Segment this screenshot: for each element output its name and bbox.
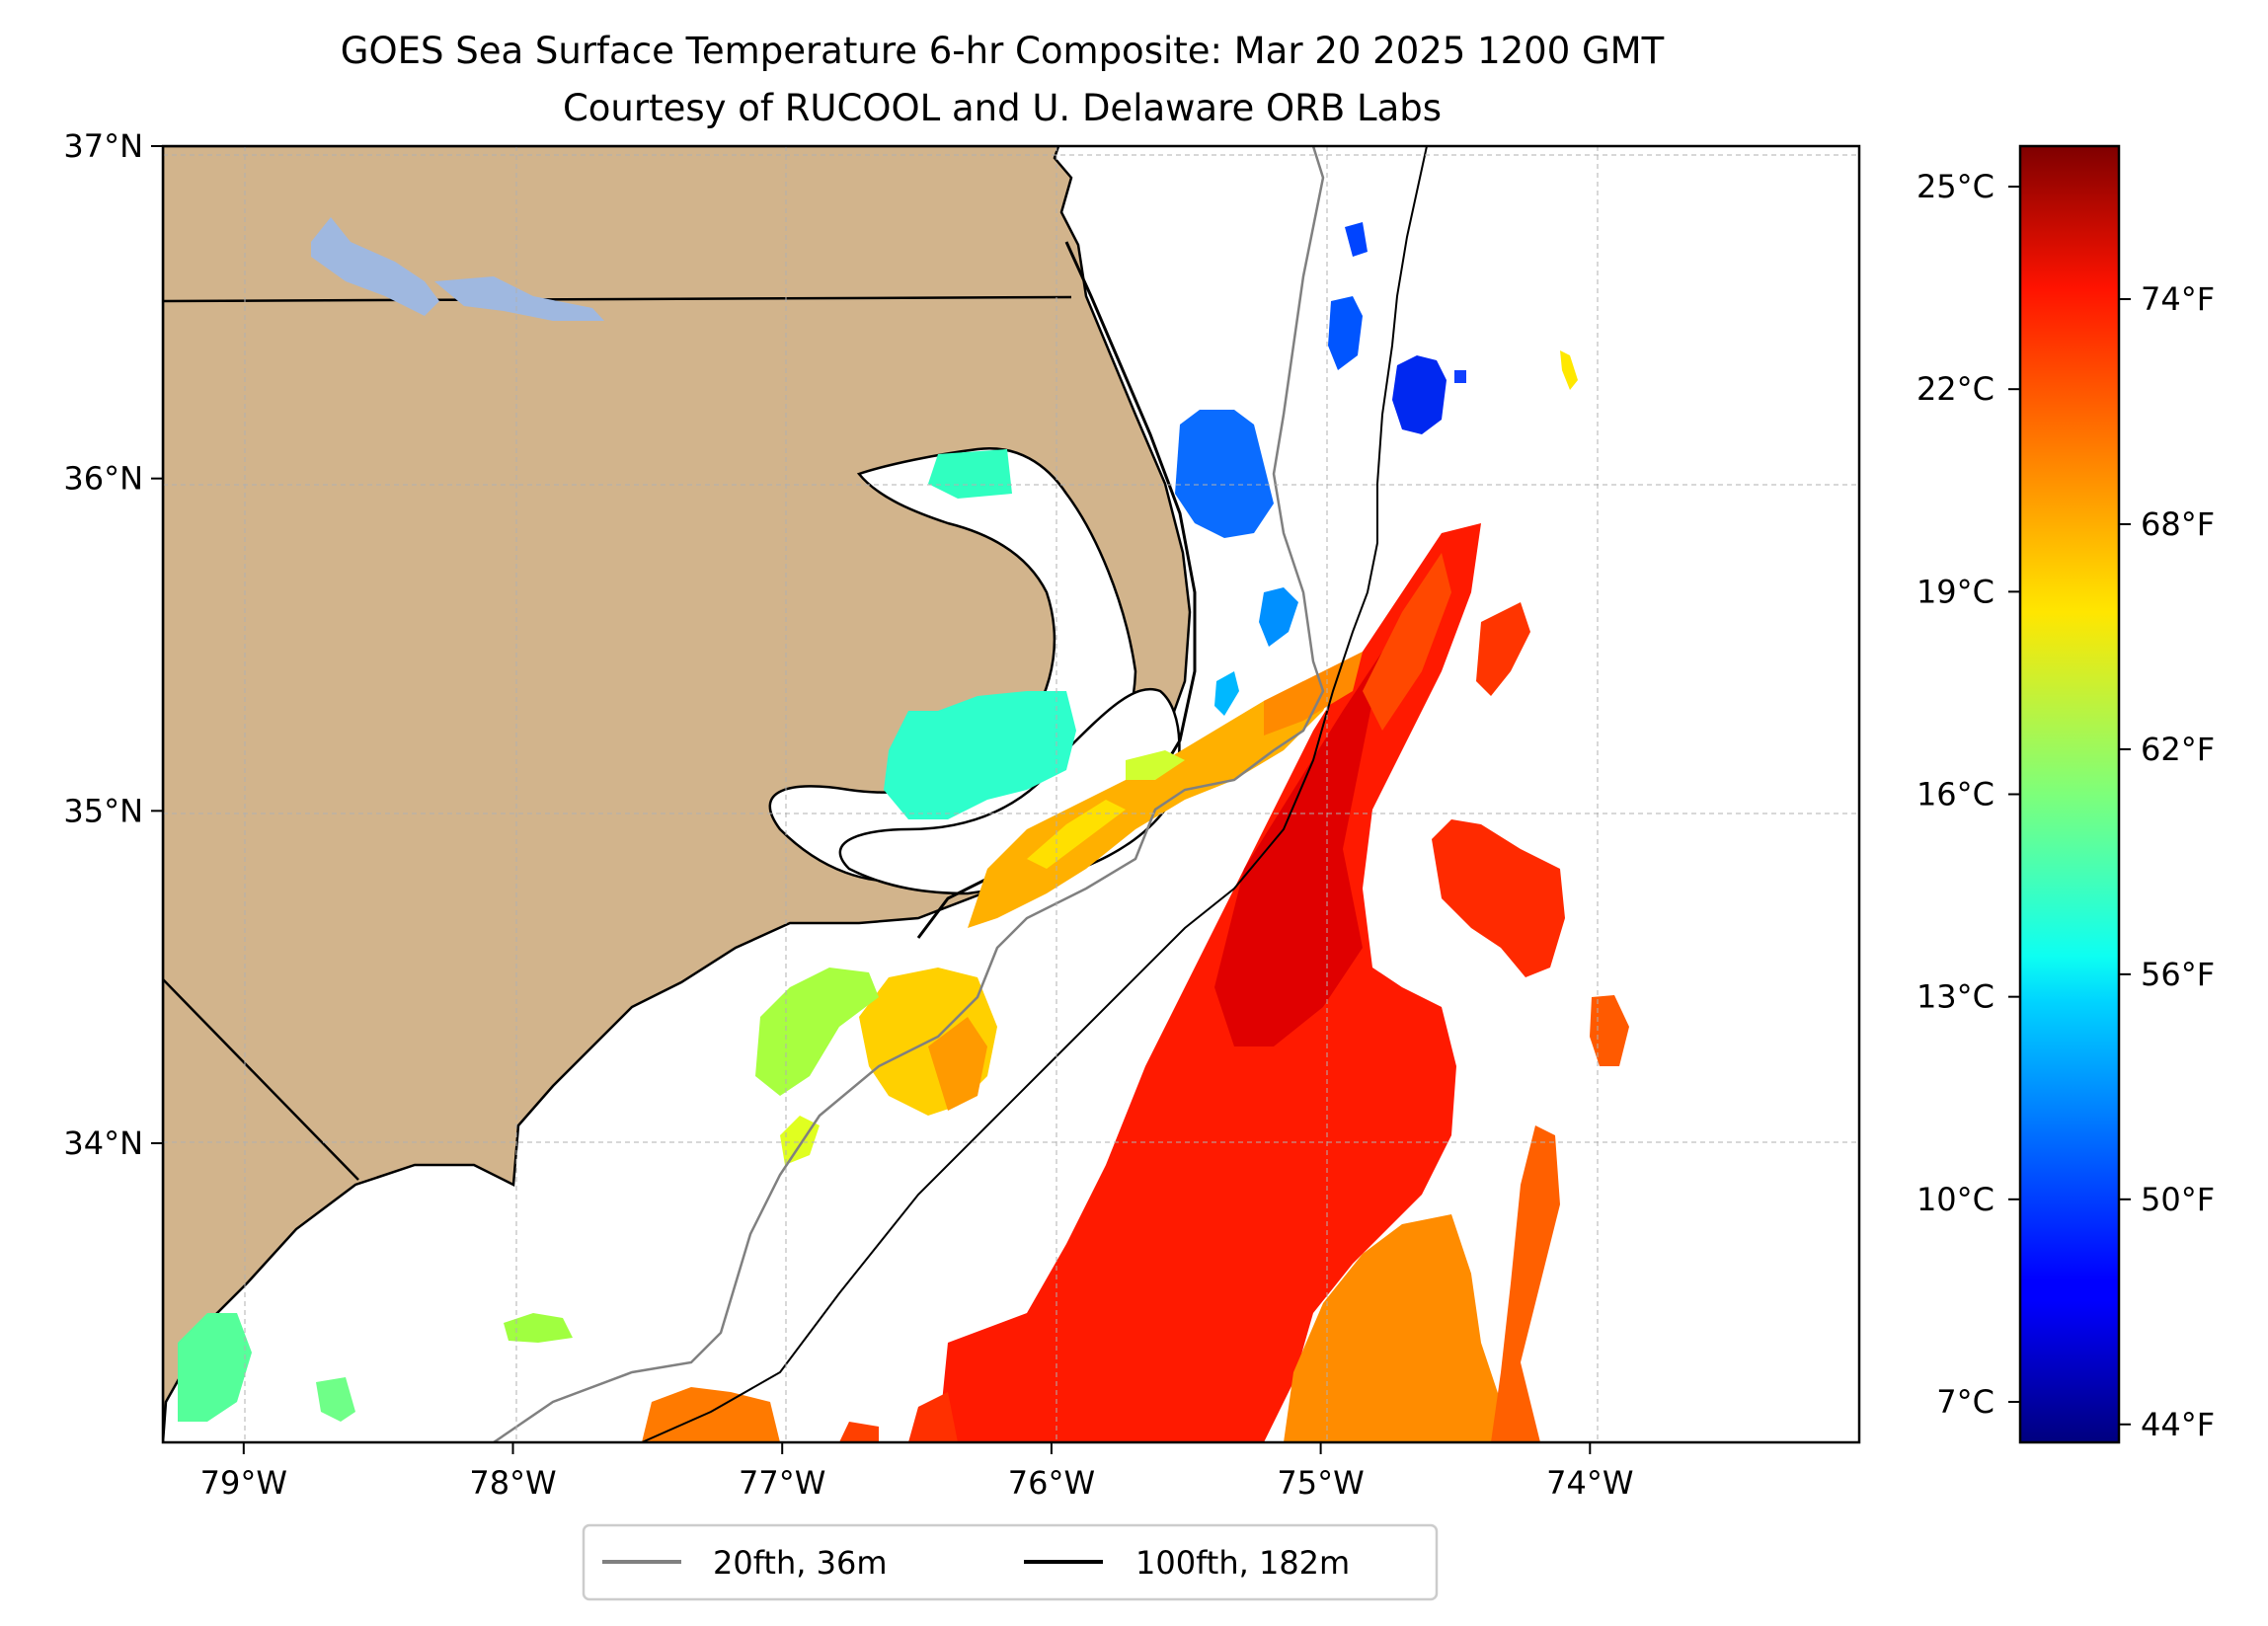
isobath-20fth [493,146,1325,1442]
isobath-100fth [641,146,1428,1442]
fahrenheit-tick-label: 44°F [2141,1406,2215,1443]
lat-tick-label: 36°N [63,460,143,498]
colorbar-celsius-ticks: 7°C 10°C 13°C 16°C 19°C 22°C 25°C [1916,168,2020,1421]
fahrenheit-tick-label: 56°F [2141,956,2215,993]
lat-tick-label: 34°N [63,1124,143,1162]
lon-tick-label: 77°W [739,1464,825,1502]
lon-tick-label: 76°W [1008,1464,1095,1502]
lon-tick-label: 79°W [200,1464,287,1502]
colorbar-gradient [2018,144,2121,1444]
state-border-va-nc [163,295,1072,303]
lat-tick-label: 37°N [63,127,143,165]
colorbar-fahrenheit-ticks: 44°F 50°F 56°F 62°F 68°F 74°F [2119,280,2215,1443]
lake [311,217,439,316]
celsius-tick-label: 19°C [1916,573,1994,610]
fahrenheit-tick-label: 50°F [2141,1181,2215,1218]
legend-label-20fth: 20fth, 36m [713,1544,887,1582]
fahrenheit-tick-label: 62°F [2141,731,2215,768]
figure-subtitle: Courtesy of RUCOOL and U. Delaware ORB L… [563,87,1442,129]
celsius-tick-label: 16°C [1916,776,1994,813]
legend-label-100fth: 100fth, 182m [1135,1544,1350,1582]
celsius-tick-label: 7°C [1936,1383,1994,1421]
colorbar: 7°C 10°C 13°C 16°C 19°C 22°C 25°C 44°F 50°F 56°F… [1916,144,2215,1444]
map-frame [161,144,1861,1444]
legend-box [582,1523,1439,1601]
fahrenheit-tick-label: 74°F [2141,280,2215,318]
state-border-nc-sc [163,978,359,1181]
map-area [163,146,1859,1442]
lat-tick-label: 35°N [63,792,143,829]
legend: 20fth, 36m 100fth, 182m [582,1523,1439,1601]
gridlines [163,146,1859,1442]
celsius-tick-label: 25°C [1916,168,1994,205]
celsius-tick-label: 10°C [1916,1181,1994,1218]
lake [434,276,604,321]
lon-tick-label: 78°W [469,1464,556,1502]
sst-field [178,222,1629,1442]
longitude-ticks: 79°W 78°W 77°W 76°W 75°W 74°W [200,1442,1633,1502]
celsius-tick-label: 22°C [1916,370,1994,408]
figure-title: GOES Sea Surface Temperature 6-hr Compos… [341,30,1665,72]
latitude-ticks: 34°N 35°N 36°N 37°N [63,127,163,1162]
lon-tick-label: 74°W [1546,1464,1633,1502]
fahrenheit-tick-label: 68°F [2141,505,2215,543]
celsius-tick-label: 13°C [1916,978,1994,1016]
lon-tick-label: 75°W [1277,1464,1364,1502]
